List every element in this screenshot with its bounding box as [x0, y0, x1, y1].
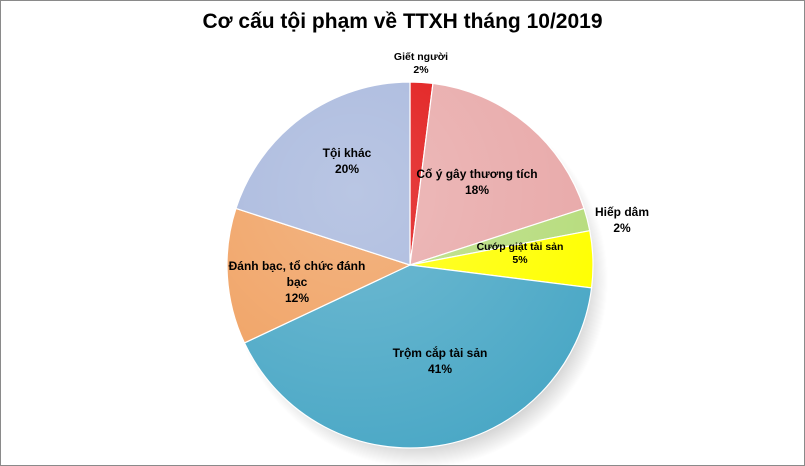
data-label-percent: 5% — [512, 254, 528, 266]
data-label-category: Hiếp dâm — [595, 205, 649, 219]
data-label-percent: 12% — [285, 291, 309, 305]
data-label-category: bạc — [287, 275, 308, 289]
data-label-percent: 2% — [613, 221, 631, 235]
data-label-category: Trộm cắp tài sản — [393, 345, 488, 360]
data-label-category: Giết người — [394, 51, 448, 63]
data-label-category: Tội khác — [323, 146, 372, 160]
data-label-category: Đánh bạc, tổ chức đánh — [229, 259, 366, 273]
data-label-category: Cố ý gây thương tích — [416, 167, 537, 181]
chart-title: Cơ cấu tội phạm về TTXH tháng 10/2019 — [202, 10, 603, 33]
data-label-percent: 18% — [465, 183, 489, 197]
data-label-category: Cướp giật tài sản — [477, 241, 564, 253]
data-label-percent: 2% — [413, 64, 429, 76]
data-label-percent: 41% — [428, 362, 452, 376]
data-label-percent: 20% — [335, 162, 359, 176]
